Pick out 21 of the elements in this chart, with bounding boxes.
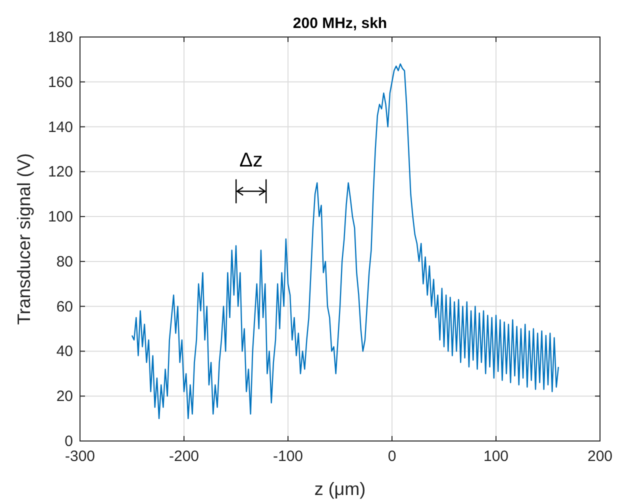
x-tick-label: 0 bbox=[388, 448, 396, 465]
y-tick-label: 40 bbox=[56, 343, 73, 360]
chart-title: 200 MHz, skh bbox=[292, 15, 388, 32]
y-tick-label: 60 bbox=[56, 298, 73, 316]
x-tick-label: 100 bbox=[483, 448, 509, 465]
y-tick-label: 80 bbox=[56, 253, 73, 270]
x-axis-title: z (μm) bbox=[314, 479, 366, 499]
y-tick-label: 20 bbox=[56, 388, 73, 406]
x-tick-label: 200 bbox=[587, 448, 613, 465]
y-tick-label: 0 bbox=[64, 433, 73, 450]
line-series bbox=[131, 63, 559, 420]
x-tick-label: -200 bbox=[168, 448, 200, 465]
y-tick-label: 180 bbox=[48, 29, 73, 46]
y-tick-label: 160 bbox=[48, 74, 73, 91]
y-axis-title: Transducer signal (V) bbox=[14, 153, 34, 325]
y-tick-label: 100 bbox=[48, 208, 73, 226]
y-tick-label: 120 bbox=[48, 164, 73, 181]
y-tick-label: 140 bbox=[48, 118, 73, 136]
x-tick-label: -100 bbox=[272, 448, 304, 465]
x-tick-label: -300 bbox=[64, 448, 96, 465]
annotation: Δz bbox=[239, 149, 263, 172]
